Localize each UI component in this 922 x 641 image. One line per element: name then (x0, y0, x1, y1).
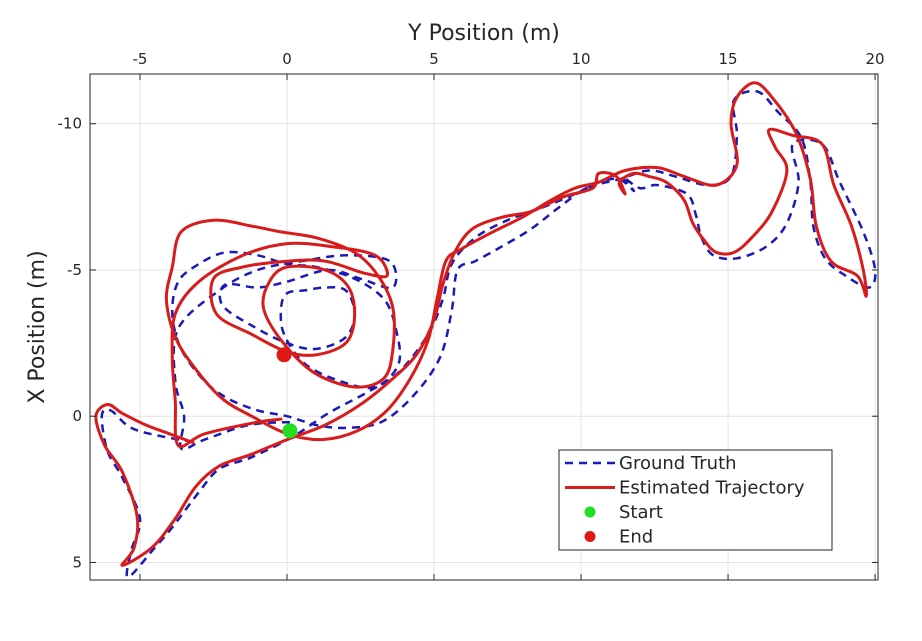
x-tick-label: -5 (133, 50, 148, 68)
legend-swatch-start (584, 506, 596, 518)
x-tick-label: 5 (429, 50, 439, 68)
legend-box (558, 449, 833, 551)
legend-label-estimated-trajectory: Estimated Trajectory (619, 478, 805, 499)
y-axis-title: X Position (m) (25, 250, 50, 403)
x-tick-label: 20 (866, 50, 885, 68)
y-tick-label: -5 (67, 261, 82, 279)
estimated-trajectory-line (94, 81, 869, 567)
x-axis-title: Y Position (m) (407, 21, 560, 46)
plot-border (89, 73, 879, 581)
legend-swatch-end (584, 531, 596, 542)
legend-label-start: Start (619, 502, 663, 523)
y-tick-label: 5 (72, 553, 82, 571)
axes: -5 0 5 10 15 20 -10 -5 0 5 (58, 50, 885, 581)
legend-label-ground-truth: Ground Truth (619, 453, 737, 474)
y-tick-label: -10 (58, 115, 83, 133)
y-tick-label: 0 (72, 407, 82, 425)
grid (90, 74, 878, 580)
end-marker (276, 347, 292, 363)
legend: Ground Truth Estimated Trajectory Start End (558, 449, 833, 551)
series-layer (94, 81, 877, 579)
x-tick-label: 10 (571, 50, 590, 68)
x-tick-label: 0 (282, 50, 292, 68)
start-marker (282, 423, 298, 439)
ground-truth-line (100, 89, 877, 579)
legend-label-end: End (619, 527, 653, 548)
x-tick-label: 15 (718, 50, 737, 68)
marker-layer (276, 347, 298, 439)
